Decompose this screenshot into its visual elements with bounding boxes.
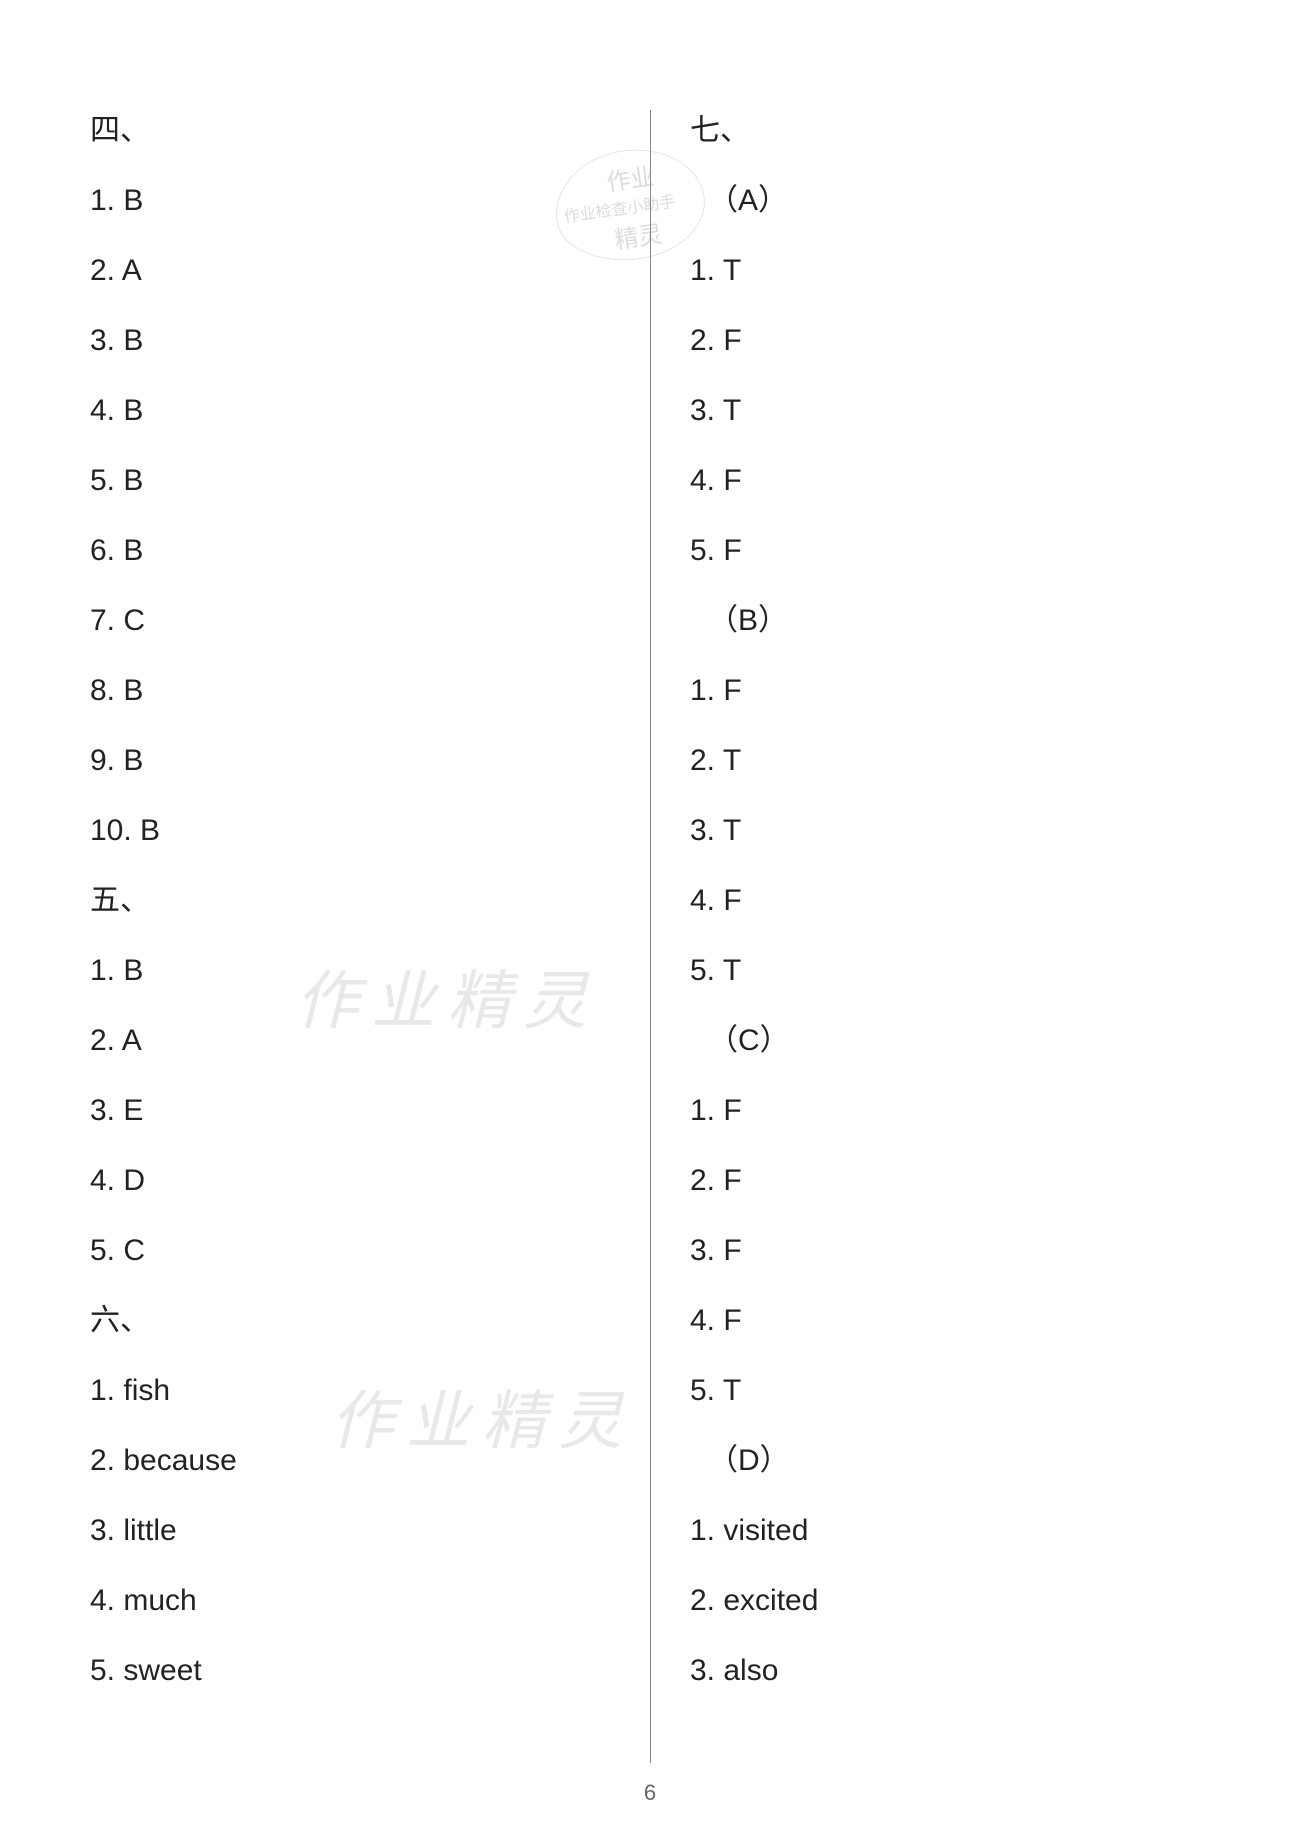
- answer-item: 5. F: [690, 530, 1210, 572]
- answer-item: 10. B: [90, 810, 610, 852]
- answer-item: 2. A: [90, 250, 610, 292]
- answer-item: 3. B: [90, 320, 610, 362]
- answer-item: 4. F: [690, 880, 1210, 922]
- answer-item: 3. E: [90, 1090, 610, 1132]
- answer-item: 5. B: [90, 460, 610, 502]
- section-7-header: 七、: [690, 110, 1210, 152]
- part-d-label: （D）: [690, 1440, 1210, 1482]
- right-column: 七、 （A） 1. T 2. F 3. T 4. F 5. F （B） 1. F…: [650, 110, 1210, 1778]
- answer-item: 2. because: [90, 1440, 610, 1482]
- answer-item: 4. F: [690, 1300, 1210, 1342]
- answer-item: 2. F: [690, 320, 1210, 362]
- left-column: 四、 1. B 2. A 3. B 4. B 5. B 6. B 7. C 8.…: [90, 110, 650, 1778]
- answer-item: 4. D: [90, 1160, 610, 1202]
- answer-item: 1. F: [690, 670, 1210, 712]
- answer-item: 2. excited: [690, 1580, 1210, 1622]
- answer-item: 1. fish: [90, 1370, 610, 1412]
- answer-item: 3. T: [690, 390, 1210, 432]
- answer-item: 2. A: [90, 1020, 610, 1062]
- part-b-label: （B）: [690, 600, 1210, 642]
- answer-item: 2. T: [690, 740, 1210, 782]
- part-a-label: （A）: [690, 180, 1210, 222]
- answer-item: 5. C: [90, 1230, 610, 1272]
- answer-item: 4. much: [90, 1580, 610, 1622]
- answer-item: 6. B: [90, 530, 610, 572]
- answer-item: 5. sweet: [90, 1650, 610, 1692]
- answer-item: 3. F: [690, 1230, 1210, 1272]
- section-6-header: 六、: [90, 1300, 610, 1342]
- answer-item: 1. visited: [690, 1510, 1210, 1552]
- answer-item: 4. B: [90, 390, 610, 432]
- answer-item: 2. F: [690, 1160, 1210, 1202]
- answer-item: 1. B: [90, 180, 610, 222]
- section-4-header: 四、: [90, 110, 610, 152]
- answer-item: 1. T: [690, 250, 1210, 292]
- page-container: 作业 作业检查小助手 精灵 作业精灵 作业精灵 四、 1. B 2. A 3. …: [0, 0, 1300, 1838]
- answer-item: 3. also: [690, 1650, 1210, 1692]
- page-number: 6: [644, 1780, 656, 1806]
- section-5-header: 五、: [90, 880, 610, 922]
- answer-item: 3. little: [90, 1510, 610, 1552]
- part-c-label: （C）: [690, 1020, 1210, 1062]
- answer-item: 1. B: [90, 950, 610, 992]
- answer-item: 5. T: [690, 1370, 1210, 1412]
- answer-item: 8. B: [90, 670, 610, 712]
- answer-item: 4. F: [690, 460, 1210, 502]
- answer-item: 7. C: [90, 600, 610, 642]
- answer-item: 5. T: [690, 950, 1210, 992]
- answer-item: 3. T: [690, 810, 1210, 852]
- answer-item: 1. F: [690, 1090, 1210, 1132]
- answer-item: 9. B: [90, 740, 610, 782]
